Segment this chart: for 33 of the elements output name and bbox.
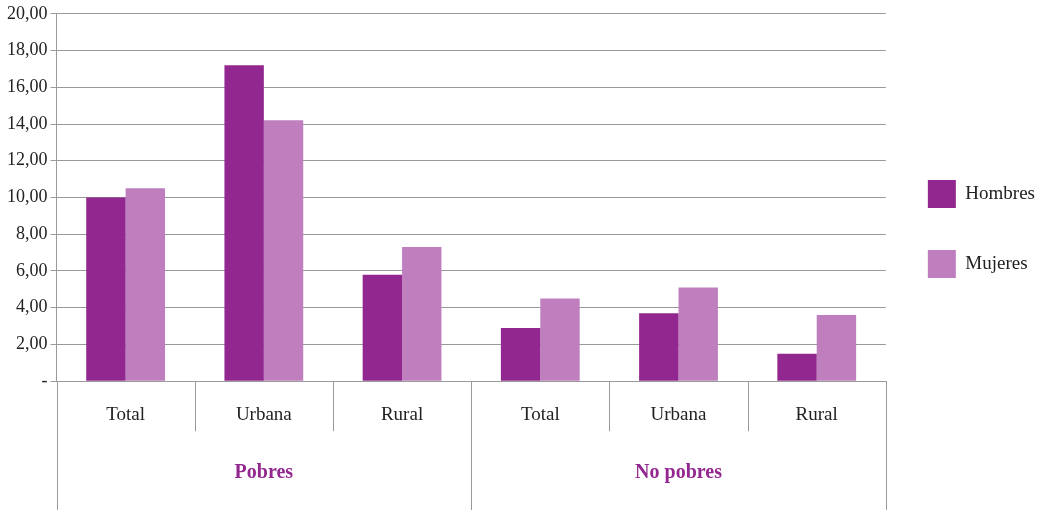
bar	[362, 274, 403, 381]
legend-label: Hombres	[965, 181, 1035, 203]
y-tick-label: 10,00	[7, 186, 48, 207]
y-tick-label: 8,00	[16, 222, 48, 243]
bar	[263, 120, 304, 381]
y-tick-label: 12,00	[7, 149, 48, 170]
bar	[402, 247, 442, 381]
bar	[816, 315, 857, 381]
bar	[678, 287, 718, 381]
x-tick-label: Urbana	[650, 402, 708, 424]
bar	[224, 65, 264, 381]
x-tick-label: Urbana	[235, 402, 293, 424]
legend-label: Mujeres	[965, 251, 1028, 273]
text: No pobres	[635, 460, 723, 484]
y-tick-label: -	[41, 369, 48, 390]
bar	[540, 298, 580, 381]
y-tick-label: 18,00	[7, 39, 48, 60]
bar	[639, 313, 679, 381]
bar	[777, 353, 817, 381]
bar	[125, 188, 166, 381]
y-tick-label: 20,00	[7, 2, 48, 23]
y-tick-label: 6,00	[16, 259, 48, 280]
bar	[500, 327, 541, 381]
text: Pobres	[234, 460, 294, 483]
y-tick-label: 14,00	[7, 112, 48, 133]
x-tick-label: Rural	[795, 402, 838, 424]
x-tick-label: Total	[106, 402, 145, 424]
y-tick-label: 16,00	[7, 76, 48, 97]
x-tick-label: Rural	[380, 402, 424, 424]
bar	[86, 197, 126, 381]
y-tick-label: 4,00	[16, 296, 48, 317]
y-tick-label: 2,00	[16, 333, 48, 354]
x-tick-label: Total	[520, 402, 560, 424]
